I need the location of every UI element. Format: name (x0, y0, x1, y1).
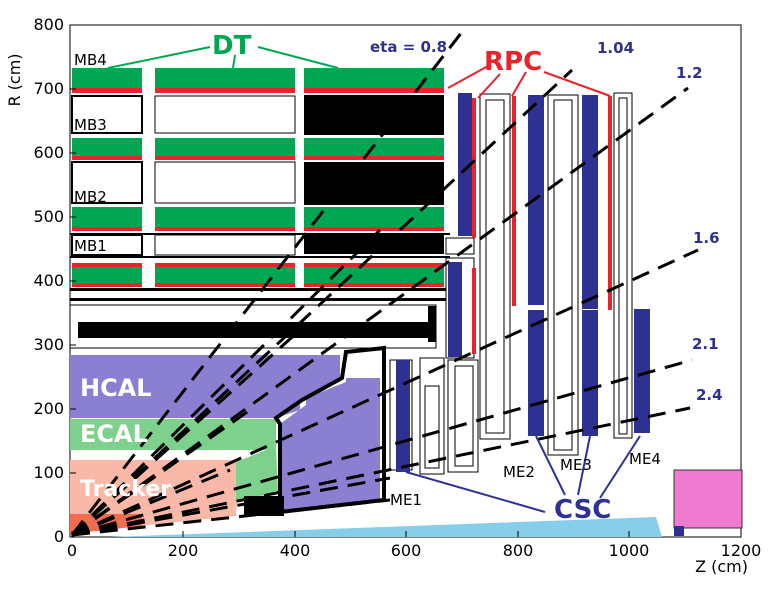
eta-label: 1.04 (597, 39, 634, 57)
eta-label: 2.4 (696, 386, 723, 404)
hcal-endcap (280, 378, 380, 512)
y-tick-label: 600 (33, 143, 64, 162)
y-tick-label: 200 (33, 399, 64, 418)
beampipe (110, 517, 662, 537)
solenoid-coil (78, 322, 436, 338)
csc-label: CSC (554, 495, 611, 525)
hcal-barrel (70, 355, 340, 418)
forward-calorimeter (673, 469, 743, 529)
dt-label: DT (212, 31, 252, 61)
station-label-mb1: MB1 (74, 237, 107, 255)
y-axis-ticks (70, 24, 76, 538)
station-label-me1: ME1 (390, 491, 422, 509)
ecal-endcap (236, 446, 278, 502)
x-tick-label: 800 (503, 541, 534, 560)
y-tick-label: 400 (33, 271, 64, 290)
eta-lines (70, 31, 699, 537)
y-tick-label: 100 (33, 463, 64, 482)
y-axis-title: R (cm) (5, 53, 24, 106)
forward-support (674, 526, 684, 536)
station-label-me4: ME4 (629, 450, 661, 468)
y-tick-label: 300 (33, 335, 64, 354)
csc-pointer-lines (405, 435, 641, 513)
station-label-mb4: MB4 (74, 51, 107, 69)
ecal-label: ECAL (80, 420, 148, 448)
y-tick-label: 800 (33, 15, 64, 34)
eta-label: 2.1 (692, 335, 719, 353)
x-tick-label: 400 (280, 541, 311, 560)
station-label-me2: ME2 (503, 463, 535, 481)
x-axis-title: Z (cm) (695, 557, 748, 576)
eta-label: 1.6 (693, 229, 720, 247)
station-label-me3: ME3 (560, 456, 592, 474)
rpc-label: RPC (484, 47, 542, 77)
x-tick-label: 1200 (721, 541, 762, 560)
station-label-mb2: MB2 (74, 188, 107, 206)
x-tick-label: 600 (391, 541, 422, 560)
x-axis-ticks (71, 531, 742, 537)
y-tick-label: 0 (54, 527, 64, 546)
barrel-muon-system (70, 68, 450, 301)
x-tick-label: 1000 (609, 541, 650, 560)
station-label-mb3: MB3 (74, 116, 107, 134)
solenoid-end (428, 306, 436, 342)
rpc-pointer-lines (447, 65, 611, 99)
y-tick-label: 700 (33, 79, 64, 98)
x-tick-label: 0 (67, 541, 77, 560)
tracker-label: Tracker (80, 477, 171, 502)
eta-label: 1.2 (676, 64, 703, 82)
eta-label: eta = 0.8 (370, 38, 447, 56)
x-tick-label: 200 (168, 541, 199, 560)
hcal-label: HCAL (80, 374, 152, 402)
y-tick-label: 500 (33, 207, 64, 226)
dt-pointer-lines (107, 46, 339, 69)
